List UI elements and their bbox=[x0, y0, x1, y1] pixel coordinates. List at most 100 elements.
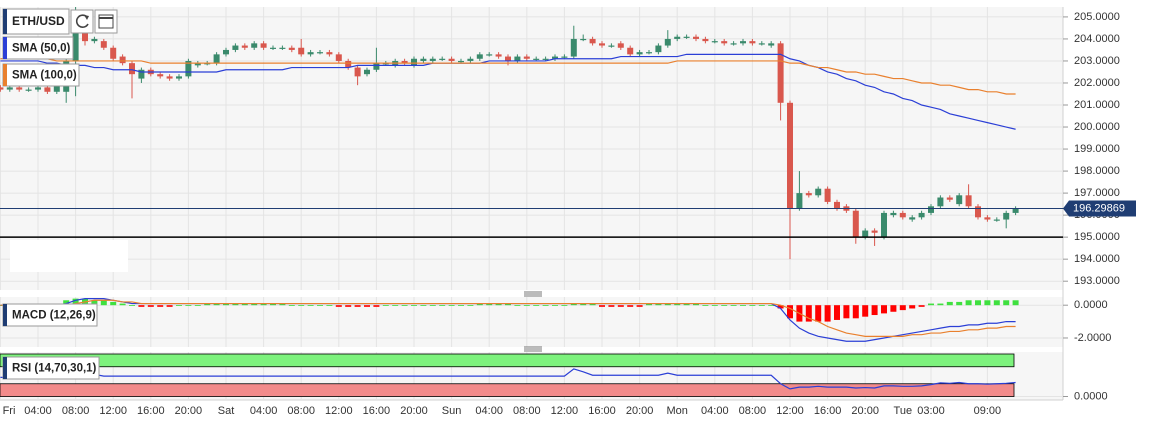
x-tick-label: 12:00 bbox=[325, 405, 353, 417]
histogram-bar bbox=[946, 301, 953, 306]
candle-body bbox=[890, 212, 897, 216]
candle-body bbox=[420, 58, 427, 61]
histogram-bar bbox=[476, 303, 483, 306]
histogram-bar bbox=[373, 305, 380, 307]
candle-body bbox=[232, 45, 239, 50]
series-line bbox=[0, 368, 1016, 390]
histogram-bar bbox=[533, 305, 540, 306]
x-tick-label: 16:00 bbox=[363, 405, 391, 417]
histogram-bar bbox=[307, 305, 314, 306]
candle-body bbox=[975, 206, 981, 218]
candle-body bbox=[570, 38, 577, 57]
candle-body bbox=[0, 87, 4, 90]
candle-body bbox=[552, 56, 558, 59]
histogram-bar bbox=[909, 305, 916, 309]
histogram-bar bbox=[862, 305, 869, 317]
candle-body bbox=[636, 52, 643, 55]
x-tick-label: 16:00 bbox=[814, 405, 842, 417]
histogram-bar bbox=[495, 303, 502, 306]
candle-body bbox=[805, 193, 812, 196]
candle-body bbox=[505, 56, 511, 61]
x-tick-label: 20:00 bbox=[851, 405, 879, 417]
candle-body bbox=[617, 43, 624, 48]
calendar-icon[interactable] bbox=[98, 14, 114, 29]
histogram-bar bbox=[805, 305, 812, 322]
candle-body bbox=[72, 10, 79, 61]
y-tick-label: 194.0000 bbox=[1074, 253, 1120, 265]
y-tick-label: 202.0000 bbox=[1074, 77, 1120, 89]
histogram-bar bbox=[768, 305, 775, 306]
histogram-bar bbox=[260, 303, 267, 306]
histogram-bar bbox=[702, 305, 709, 306]
y-tick-label: 205.0000 bbox=[1074, 11, 1120, 23]
calendar-frame[interactable] bbox=[94, 9, 118, 34]
legend-stripe bbox=[3, 357, 7, 379]
refresh-frame[interactable] bbox=[70, 9, 94, 34]
legend-label: SMA (100,0) bbox=[12, 70, 77, 82]
histogram-bar bbox=[288, 305, 295, 306]
legend-label: MACD (12,26,9) bbox=[12, 310, 96, 322]
candle-body bbox=[533, 58, 540, 60]
histogram-bar bbox=[730, 305, 737, 306]
candle-body bbox=[834, 201, 840, 209]
histogram-bar bbox=[401, 305, 408, 306]
candle-body bbox=[768, 43, 775, 46]
x-tick-label: 09:00 bbox=[974, 405, 1002, 417]
price-panel bbox=[0, 7, 1063, 290]
histogram-bar bbox=[890, 305, 897, 312]
candle-body bbox=[928, 206, 934, 213]
histogram-bar bbox=[636, 305, 643, 307]
candle-body bbox=[589, 38, 596, 44]
calendar-button[interactable] bbox=[94, 9, 118, 34]
candle-body bbox=[711, 41, 718, 43]
candle-body bbox=[937, 197, 944, 207]
macd-panel bbox=[0, 297, 1063, 347]
x-tick-label: 20:00 bbox=[175, 405, 203, 417]
histogram-bar bbox=[138, 305, 145, 307]
refresh-icon[interactable] bbox=[75, 14, 89, 28]
candle-body bbox=[91, 38, 98, 42]
y-tick-label: 201.0000 bbox=[1074, 99, 1120, 111]
candle-body bbox=[213, 54, 220, 64]
histogram-bar bbox=[599, 305, 605, 307]
candle-body bbox=[364, 69, 370, 75]
histogram-bar bbox=[486, 303, 493, 306]
candle-body bbox=[523, 56, 530, 59]
histogram-bar bbox=[815, 305, 822, 322]
candle-body bbox=[777, 43, 784, 103]
x-tick-label: 12:00 bbox=[551, 405, 579, 417]
candle-body bbox=[241, 45, 248, 48]
band bbox=[0, 353, 1015, 368]
histogram-bar bbox=[570, 303, 577, 306]
histogram-bar bbox=[382, 305, 389, 306]
y-tick-label: 0.0000 bbox=[1074, 299, 1108, 311]
candle-body bbox=[335, 54, 342, 61]
x-tick-label: 04:00 bbox=[24, 405, 52, 417]
candle-body bbox=[138, 69, 145, 79]
x-tick-label: 20:00 bbox=[626, 405, 654, 417]
candle-body bbox=[119, 56, 126, 64]
histogram-bar bbox=[523, 305, 530, 306]
histogram-bar bbox=[740, 305, 746, 306]
histogram-bar bbox=[458, 305, 464, 306]
histogram-bar bbox=[270, 303, 276, 306]
candle-body bbox=[401, 60, 408, 64]
refresh-arrow[interactable] bbox=[84, 15, 89, 20]
candle-body bbox=[35, 87, 41, 90]
histogram-bar bbox=[204, 303, 211, 306]
histogram-bar bbox=[627, 305, 634, 307]
x-tick-label: 04:00 bbox=[701, 405, 729, 417]
histogram-bar bbox=[157, 305, 164, 307]
histogram-bar bbox=[354, 305, 361, 307]
candle-body bbox=[655, 45, 662, 53]
histogram-bar bbox=[72, 298, 79, 306]
histogram-bar bbox=[448, 305, 455, 306]
candle-body bbox=[918, 212, 925, 218]
histogram-bar bbox=[317, 305, 323, 306]
candle-body bbox=[1003, 212, 1010, 220]
refresh-button[interactable] bbox=[70, 9, 94, 34]
x-tick-label: 16:00 bbox=[137, 405, 165, 417]
candle-body bbox=[561, 56, 568, 58]
candle-body bbox=[946, 197, 953, 200]
